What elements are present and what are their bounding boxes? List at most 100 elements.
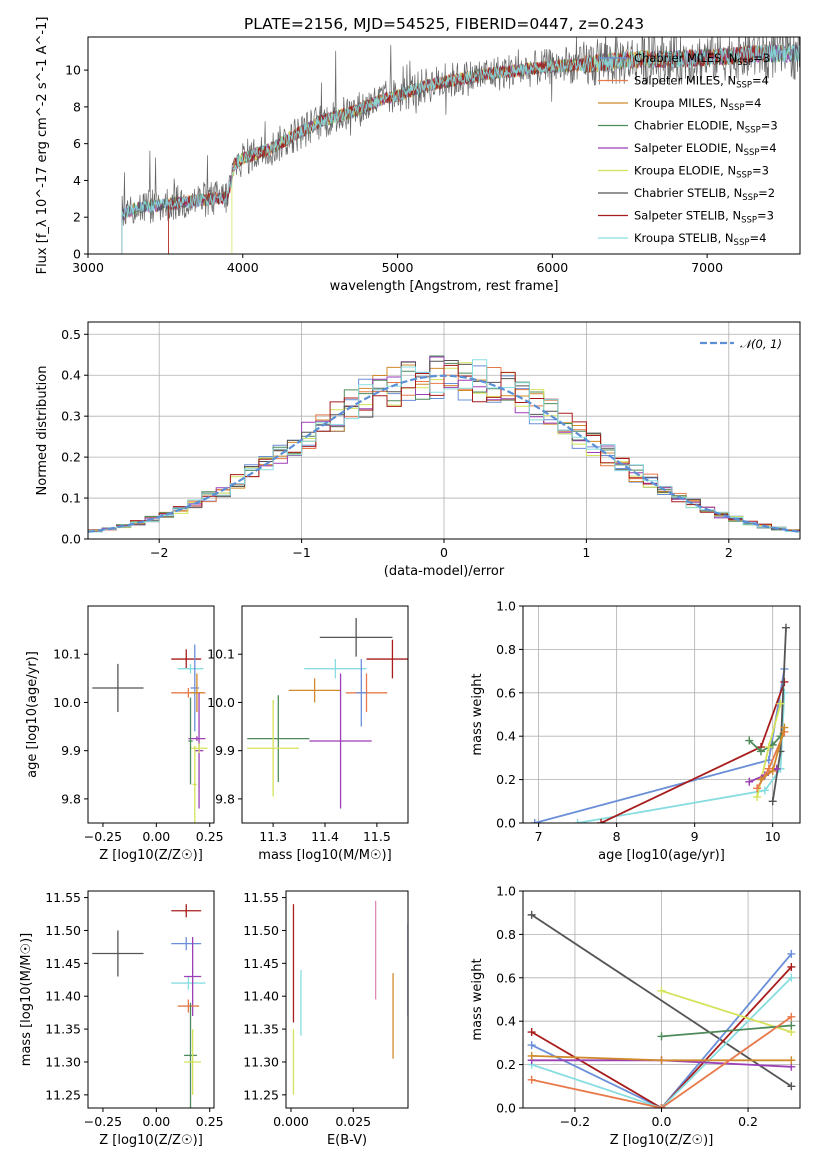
- y-axis-label: mass weight: [470, 673, 485, 755]
- y-tick-label: 11.35: [45, 1022, 81, 1037]
- errorbar-point: [177, 999, 200, 1013]
- x-tick-label: 9: [691, 829, 699, 844]
- y-tick-label: 11.25: [45, 1087, 81, 1102]
- panel-weight-vs-age: 7 8 9 10 0.0 0.2 0.4 0.6 0.8 1.0 age [log10(age/yr…: [470, 599, 801, 863]
- y-axis-label: mass weight: [470, 958, 485, 1040]
- errorbar-point: [356, 659, 367, 727]
- y-tick-label: 2: [73, 210, 81, 225]
- legend-entry-sub: SSP: [729, 103, 745, 113]
- y-tick-label: 1.0: [496, 884, 516, 899]
- x-axis-label: age [log10(age/yr)]: [598, 848, 725, 863]
- x-axis-label: (data-model)/error: [384, 564, 505, 579]
- weight-marker: [756, 747, 765, 756]
- spectrum-lines: [121, 37, 800, 254]
- x-axis-label: Z [log10(Z/Z☉)]: [610, 1133, 714, 1148]
- legend-entry-tail: =3: [757, 209, 774, 223]
- weight-marker: [657, 1032, 666, 1041]
- panel-spectrum: 3000 4000 5000 6000 7000 0 2 4 6 8 10 wavelength [A…: [35, 15, 801, 294]
- y-tick-label: 9.8: [215, 791, 235, 806]
- y-tick-label: 0.6: [496, 970, 516, 985]
- axes-frame: [87, 605, 215, 824]
- panel-mass-vs-Z: −0.25 0.00 0.25 11.25 11.30 11.35 11.40 11.45 11…: [19, 890, 224, 1148]
- y-tick-label: 1.0: [496, 599, 516, 614]
- weight-marker: [745, 777, 754, 786]
- weight-series-line: [531, 953, 792, 1108]
- x-tick-label: 7: [535, 829, 543, 844]
- legend-entry-sub: SSP: [737, 58, 753, 68]
- legend-entry-tail: =4: [749, 231, 766, 245]
- y-tick-label: 11.35: [243, 1022, 279, 1037]
- errorbar-point: [92, 663, 144, 713]
- y-tick-label: 11.45: [45, 956, 81, 971]
- y-tick-label: 0.4: [496, 1014, 516, 1029]
- legend-entry: Chabrier STELIB, NSSP=2: [634, 186, 775, 203]
- y-tick-label: 9.8: [61, 791, 81, 806]
- x-axis-label: Z [log10(Z/Z☉)]: [99, 1133, 203, 1148]
- legend-entry: Kroupa ELODIE, NSSP=3: [634, 164, 769, 181]
- errorbar-point: [184, 1002, 197, 1108]
- y-axis-label: Flux [f_λ 10^-17 erg cm^-2 s^-1 A^-1]: [35, 17, 50, 275]
- x-axis-label: wavelength [Angstrom, rest frame]: [330, 279, 559, 294]
- errorbar-point: [309, 673, 372, 809]
- y-tick-label: 0.2: [496, 1057, 516, 1072]
- errorbar-point: [171, 976, 206, 990]
- legend-entry-sub: SSP: [745, 126, 761, 136]
- legend-entry-sub: SSP: [736, 171, 752, 181]
- chart-title: PLATE=2156, MJD=54525, FIBERID=0447, z=0…: [244, 15, 644, 33]
- errorbar-point: [366, 639, 408, 679]
- errorbar-point: [304, 659, 367, 679]
- y-tick-label: 0.0: [61, 532, 81, 547]
- legend-entry-tail: =2: [758, 186, 775, 200]
- y-tick-label: 11.30: [45, 1054, 81, 1069]
- legend-entry-main: Salpeter STELIB, N: [634, 209, 741, 223]
- weight-marker: [768, 797, 777, 806]
- y-tick-label: 9.9: [215, 743, 235, 758]
- y-tick-label: 6: [73, 136, 81, 151]
- errorbar-point: [190, 644, 200, 732]
- x-tick-label: 5000: [382, 260, 414, 275]
- panel-residuals: −2 −1 0 1 2 0.0 0.1 0.2 0.3 0.4 0.5 (data-model)/er…: [35, 321, 801, 579]
- errorbar-point: [92, 930, 144, 977]
- y-tick-label: 11.55: [45, 890, 81, 905]
- legend-entry-sub: SSP: [742, 193, 758, 203]
- errorbar-points: [292, 900, 408, 1095]
- y-tick-label: 10.0: [53, 695, 81, 710]
- weight-series-line: [661, 989, 792, 1033]
- errorbar-point: [188, 697, 193, 785]
- legend-entry: Chabrier MILES, NSSP=3: [634, 51, 770, 68]
- weight-marker: [527, 1075, 536, 1084]
- x-tick-label: 0.25: [196, 1114, 224, 1129]
- weight-marker: [787, 973, 796, 982]
- panel-age-vs-Z: −0.25 0.00 0.25 9.8 9.9 10.0 10.1 Z [log10(Z/Z☉…: [25, 605, 224, 863]
- errorbar-point: [190, 743, 208, 754]
- weight-series-line: [531, 914, 792, 1088]
- y-tick-label: 0.0: [496, 816, 516, 831]
- gaussian-curve: [88, 374, 800, 533]
- legend-entry-tail: =3: [752, 164, 769, 178]
- axes-frame: [241, 605, 409, 824]
- errorbar-point: [184, 937, 202, 1016]
- x-tick-label: 0.00: [142, 1114, 170, 1129]
- weight-marker: [787, 1021, 796, 1030]
- panel-mass-vs-EBV: 0.000 0.025 11.25 11.30 11.35 11.40 11.45 11.50…: [243, 890, 409, 1148]
- legend-entry-main: Salpeter ELODIE, N: [634, 141, 744, 155]
- y-tick-label: 11.40: [243, 989, 279, 1004]
- axes-frame: [87, 890, 215, 1109]
- weight-marker: [780, 688, 789, 697]
- y-tick-label: 0.2: [496, 772, 516, 787]
- axes-frame: [87, 36, 801, 255]
- legend-entry-tail: =4: [744, 96, 761, 110]
- x-tick-label: −0.2: [560, 1114, 590, 1129]
- legend-entry: Kroupa MILES, NSSP=4: [634, 96, 761, 113]
- y-axis-label: mass [log10(M/M☉)]: [19, 933, 34, 1066]
- x-tick-label: 0.0: [652, 1114, 672, 1129]
- weight-marker: [527, 910, 536, 919]
- histogram-steps: [88, 355, 800, 533]
- errorbar-point: [247, 700, 300, 797]
- weight-marker: [764, 743, 773, 752]
- y-axis-label: age [log10(age/yr)]: [25, 651, 40, 778]
- panel-weight-vs-Z: −0.2 0.0 0.2 0.0 0.2 0.4 0.6 0.8 1.0 Z [log10(Z/Z…: [470, 884, 801, 1148]
- x-tick-label: 8: [613, 829, 621, 844]
- weight-marker: [787, 949, 796, 958]
